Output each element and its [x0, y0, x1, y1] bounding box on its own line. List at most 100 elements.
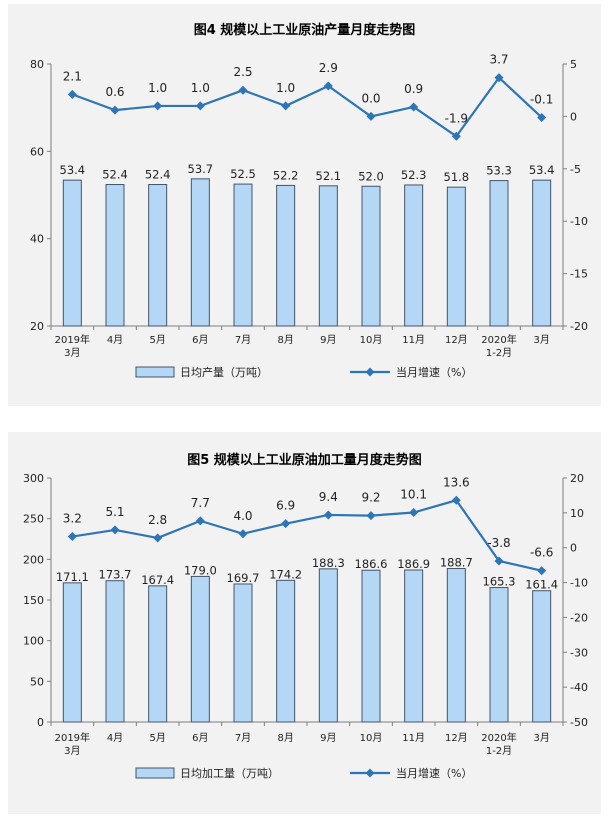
x-tick-label: 1-2月	[486, 745, 512, 757]
legend-line-label: 当月增速（%）	[396, 365, 472, 379]
line-value-label: -6.6	[530, 546, 553, 560]
bar-value-label: 53.7	[188, 162, 214, 176]
bar-value-label: 186.6	[355, 557, 388, 571]
line-point	[195, 516, 205, 526]
line-value-label: 0.6	[105, 85, 124, 99]
bar-value-label: 52.4	[102, 168, 128, 182]
bar-value-label: 173.7	[99, 568, 132, 582]
bar-value-label: 52.1	[316, 169, 342, 183]
x-tick-label: 6月	[192, 334, 208, 346]
left-tick-label: 150	[23, 594, 44, 607]
growth-line	[71, 75, 543, 138]
legend-bar-label: 日均加工量（万吨）	[180, 767, 279, 780]
x-tick-label: 12月	[445, 732, 468, 744]
x-tick-label: 7月	[235, 334, 251, 346]
bar-value-label: 179.0	[184, 563, 217, 577]
bar-value-label: 188.7	[440, 556, 473, 570]
line-point	[494, 73, 504, 83]
bar-value-label: 161.4	[525, 578, 558, 592]
x-tick-label: 11月	[402, 334, 425, 346]
bar	[489, 587, 509, 723]
left-tick-label: 50	[30, 675, 44, 688]
growth-line	[72, 499, 542, 572]
right-tick-label: 0	[570, 110, 577, 123]
line-value-label: 13.6	[443, 475, 470, 489]
line-value-label: 1.0	[276, 81, 295, 95]
bar-value-label: 171.1	[56, 570, 89, 584]
bar	[276, 579, 296, 723]
line-value-label: 9.2	[361, 491, 380, 505]
line-point	[238, 529, 248, 539]
right-tick-label: -15	[570, 268, 588, 281]
legend-bar-swatch	[135, 767, 175, 779]
x-tick-label: 8月	[277, 334, 293, 346]
x-tick-label: 3月	[533, 732, 549, 744]
chart-panel-crude-processing: 图5 规模以上工业原油加工量月度走势图 0 50 100 150 200 250 300 -50…	[8, 432, 601, 814]
left-tick-label: 200	[23, 553, 44, 566]
bar	[62, 179, 82, 327]
x-tick-label: 1-2月	[486, 347, 512, 359]
bar	[404, 569, 424, 723]
bar-value-label: 52.0	[358, 169, 384, 183]
bar	[318, 185, 338, 327]
right-tick-label: 20	[570, 472, 584, 485]
bar	[446, 186, 466, 327]
bar-value-label: 188.3	[312, 556, 345, 570]
line-value-label: 7.7	[191, 496, 210, 510]
line-point	[153, 533, 163, 543]
x-tick-label: 7月	[235, 732, 251, 744]
left-tick-label: 20	[30, 320, 44, 333]
legend-line-marker	[365, 768, 375, 778]
line-value-label: 2.5	[233, 65, 252, 79]
line-value-label: -0.1	[530, 92, 553, 106]
right-tick-label: -10	[570, 215, 588, 228]
left-tick-label: 300	[23, 472, 44, 485]
legend-line-label: 当月增速（%）	[396, 766, 472, 780]
line-value-label: 10.1	[400, 488, 427, 502]
line-value-label: 0.0	[361, 91, 380, 105]
x-tick-label: 4月	[107, 732, 123, 744]
line-value-label: 2.8	[148, 513, 167, 527]
chart-crude-processing: 图5 规模以上工业原油加工量月度走势图050100150200250300-50…	[23, 452, 588, 780]
bar-value-label: 51.8	[444, 170, 470, 184]
line-point	[238, 85, 248, 95]
line-point	[409, 508, 419, 518]
chart-title: 图4 规模以上工业原油产量月度走势图	[194, 22, 416, 38]
line-point	[366, 111, 376, 121]
bar-value-label: 53.4	[529, 163, 555, 177]
line-value-label: 4.0	[233, 509, 252, 523]
bar-value-label: 52.3	[401, 168, 427, 182]
left-tick-label: 250	[23, 513, 44, 526]
left-tick-label: 80	[30, 58, 44, 71]
line-value-label: 6.9	[276, 499, 295, 513]
right-tick-label: -40	[570, 681, 588, 694]
x-tick-label: 10月	[360, 334, 383, 346]
bar	[318, 568, 338, 723]
line-value-label: 1.0	[191, 81, 210, 95]
bar	[446, 568, 466, 723]
bar-value-label: 169.7	[227, 571, 260, 585]
bar	[148, 184, 168, 327]
chart-crude-output: 图4 规模以上工业原油产量月度走势图20406080-20-15-10-5052…	[30, 22, 588, 379]
bar-value-label: 53.4	[60, 163, 86, 177]
line-value-label: -3.8	[487, 536, 510, 550]
x-tick-label: 2020年	[481, 333, 516, 346]
line-value-label: -1.9	[445, 111, 468, 125]
bar-value-label: 53.3	[486, 164, 512, 178]
left-tick-label: 60	[30, 145, 44, 158]
line-point	[451, 131, 461, 141]
x-tick-label: 3月	[533, 334, 549, 346]
x-tick-label: 3月	[64, 347, 80, 359]
bar	[233, 183, 253, 327]
line-value-label: 2.1	[63, 69, 82, 83]
right-tick-label: -10	[570, 577, 588, 590]
line-point	[323, 81, 333, 91]
legend-bar-label: 日均产量（万吨）	[180, 365, 268, 379]
x-tick-label: 2019年	[55, 333, 90, 346]
chart-panel-crude-output: 图4 规模以上工业原油产量月度走势图 20 40 60 80 -20 -15 -10 -5 0 5 2…	[8, 4, 601, 406]
legend-bar-swatch	[135, 366, 175, 378]
bar	[190, 575, 210, 723]
bar	[148, 585, 168, 723]
bar	[233, 583, 253, 723]
line-point	[323, 510, 333, 520]
